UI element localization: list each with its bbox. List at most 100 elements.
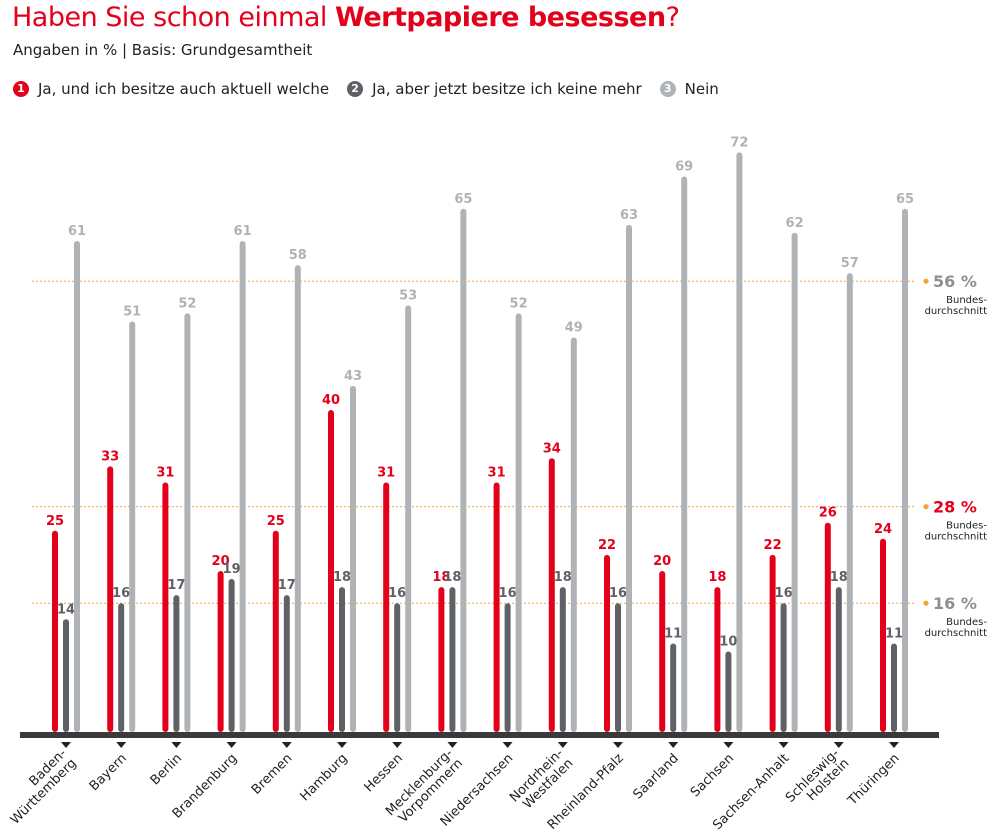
data-label: 58 xyxy=(289,248,307,263)
legend-label-1: Ja, und ich besitze auch aktuell welche xyxy=(38,80,330,98)
category-tick xyxy=(116,742,127,748)
bar xyxy=(548,458,555,732)
data-label: 16 xyxy=(609,586,627,601)
bar xyxy=(283,595,290,732)
bar xyxy=(184,313,191,732)
data-label: 16 xyxy=(388,586,406,601)
category-tick xyxy=(447,742,458,748)
data-label: 34 xyxy=(543,441,561,456)
bar xyxy=(659,571,666,732)
category-label: Bremen xyxy=(249,751,296,798)
reference-dot xyxy=(923,600,929,606)
data-label: 24 xyxy=(874,522,892,537)
bar xyxy=(493,482,500,732)
category-label-line: Hamburg xyxy=(297,751,350,804)
bar xyxy=(460,208,467,732)
data-label: 65 xyxy=(896,192,914,207)
category-tick xyxy=(668,742,679,748)
title-suffix: ? xyxy=(665,2,680,33)
bar xyxy=(791,232,798,732)
bar xyxy=(824,522,831,732)
legend-number-2: 2 xyxy=(347,81,364,97)
category-tick xyxy=(171,742,182,748)
data-label: 25 xyxy=(267,514,285,529)
data-label: 72 xyxy=(730,135,748,150)
bar xyxy=(394,603,401,732)
category-label: Berlin xyxy=(148,751,185,788)
bar xyxy=(217,571,224,732)
reference-caption: Bundes- xyxy=(946,617,987,628)
legend-label-2: Ja, aber jetzt besitze ich keine mehr xyxy=(372,80,642,98)
data-label: 18 xyxy=(432,570,450,585)
category-label-line: Saarland xyxy=(631,751,682,802)
bar xyxy=(891,643,897,732)
category-tick xyxy=(392,742,403,748)
data-label: 22 xyxy=(598,538,616,553)
category-tick xyxy=(778,742,789,748)
data-label: 40 xyxy=(322,393,340,408)
data-label: 20 xyxy=(653,554,671,569)
data-label: 57 xyxy=(841,256,859,271)
bar xyxy=(272,530,279,732)
data-label: 17 xyxy=(167,578,185,593)
category-tick xyxy=(226,742,237,748)
bar xyxy=(846,273,853,732)
data-label: 62 xyxy=(786,216,804,231)
legend-label-3: Nein xyxy=(684,80,719,98)
legend-number-1: 1 xyxy=(13,81,29,97)
data-label: 52 xyxy=(510,296,528,311)
data-label: 25 xyxy=(46,514,64,529)
bar xyxy=(339,587,345,732)
category-label: Thüringen xyxy=(845,751,903,809)
bar xyxy=(515,313,522,732)
data-label: 18 xyxy=(708,570,726,585)
data-label: 49 xyxy=(565,321,583,336)
data-label: 51 xyxy=(123,304,141,319)
reference-label: 56 % xyxy=(933,272,977,291)
legend-number-3: 3 xyxy=(659,81,676,97)
bar xyxy=(294,265,301,732)
data-label: 18 xyxy=(830,570,848,585)
category-label: Hessen xyxy=(362,751,406,795)
data-label: 63 xyxy=(620,208,638,223)
category-label: Baden-Württemberg xyxy=(8,746,80,828)
bar xyxy=(129,321,136,732)
category-label: Sachsen xyxy=(688,751,737,800)
category-tick xyxy=(337,742,347,748)
legend: 1 Ja, und ich besitze auch aktuell welch… xyxy=(13,79,737,99)
bar xyxy=(626,224,632,732)
bar xyxy=(107,466,114,732)
data-label: 18 xyxy=(554,570,572,585)
bar xyxy=(162,482,169,732)
x-axis-baseline xyxy=(20,732,939,738)
bar xyxy=(725,651,732,732)
reference-caption: durchschnitt xyxy=(925,628,987,639)
legend-item-3: 3 Nein xyxy=(659,80,719,98)
bar xyxy=(173,595,180,732)
data-label: 52 xyxy=(178,296,196,311)
title-highlight: Wertpapiere besessen xyxy=(335,2,666,33)
data-label: 17 xyxy=(278,578,296,593)
legend-item-2: 2 Ja, aber jetzt besitze ich keine mehr xyxy=(347,80,642,98)
reference-caption: Bundes- xyxy=(946,521,987,532)
bar xyxy=(239,240,246,732)
bar xyxy=(405,305,412,732)
data-label: 61 xyxy=(68,224,86,239)
category-label: Bayern xyxy=(87,751,130,794)
bar xyxy=(559,587,566,732)
data-label: 22 xyxy=(764,538,782,553)
data-label: 61 xyxy=(234,224,252,239)
category-tick xyxy=(889,742,899,748)
data-label: 31 xyxy=(156,465,174,480)
reference-caption: durchschnitt xyxy=(925,306,987,317)
category-tick xyxy=(833,742,844,748)
data-label: 53 xyxy=(399,288,417,303)
category-label: Hamburg xyxy=(297,751,350,804)
category-tick xyxy=(613,742,623,748)
data-label: 19 xyxy=(223,562,241,577)
reference-dot xyxy=(923,278,929,284)
bar xyxy=(615,603,621,732)
data-label: 65 xyxy=(454,192,472,207)
bar xyxy=(350,385,356,732)
